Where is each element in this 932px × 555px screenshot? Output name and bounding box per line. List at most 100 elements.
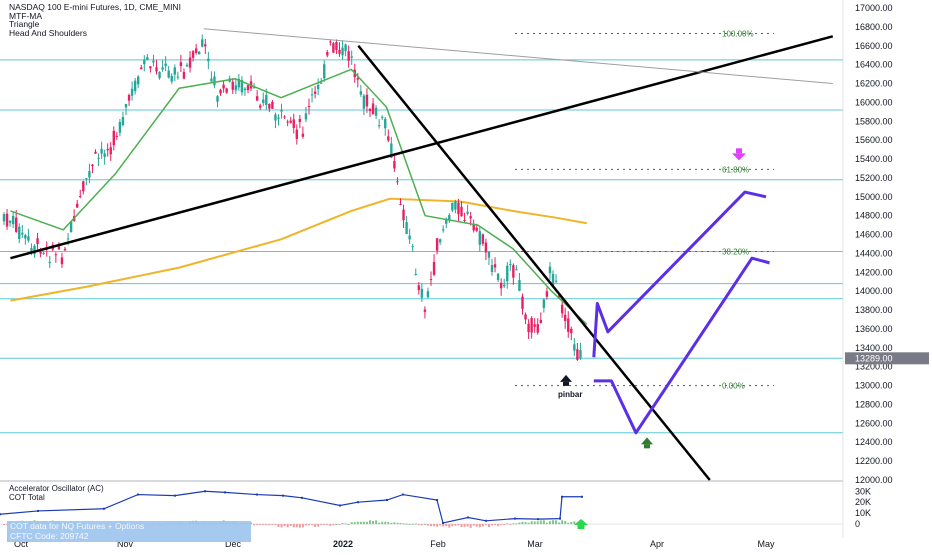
candle-body [88, 171, 91, 178]
candle-body [60, 257, 64, 265]
candle-body [359, 91, 363, 95]
trend-line [203, 28, 833, 85]
oscillator-bar [527, 522, 530, 525]
oscillator-bar [545, 522, 548, 525]
cot-point [485, 519, 487, 522]
oscillator-bar [3, 524, 5, 526]
oscillator-bar [265, 524, 268, 526]
candle-body [225, 88, 228, 93]
candle-body [539, 319, 542, 323]
candle-body [368, 108, 372, 112]
oscillator-bar [539, 520, 542, 525]
candle-body [204, 44, 207, 47]
candle-body [417, 285, 420, 291]
oscillator-bar [487, 524, 490, 528]
candle-body [255, 96, 259, 101]
indicator-label-mtf-ma[interactable]: MTF-MA [9, 10, 43, 21]
candle-body [307, 105, 311, 107]
oscillator-bar [436, 524, 439, 527]
oscillator-bar [506, 523, 509, 525]
candle-body [194, 48, 198, 53]
cot-title[interactable]: COT Total [9, 492, 45, 502]
price-tick-label: 16200.00 [855, 79, 893, 89]
oscillator-bar [433, 524, 436, 527]
oscillator-bar [280, 524, 283, 528]
candle-body [515, 269, 518, 271]
candle-body [106, 148, 109, 151]
oscillator-bar [512, 523, 515, 525]
price-tick-label: 16600.00 [855, 41, 893, 51]
candle-body [36, 238, 39, 245]
candle-body [207, 58, 210, 62]
candle-body [79, 196, 82, 198]
oscillator-bar [268, 524, 271, 526]
candle-body [286, 121, 289, 123]
candle-body [274, 114, 277, 121]
oscillator-header: Accelerator Oscillator (AC) COT Total [9, 484, 104, 502]
candle-body [18, 226, 21, 239]
candle-body [503, 284, 506, 287]
oscillator-bar [466, 524, 469, 527]
oscillator-bar [481, 524, 484, 527]
candle-body [91, 164, 94, 167]
oscillator-bar [350, 522, 353, 525]
oscillator-bar [491, 524, 493, 526]
chart-header: NASDAQ 100 E-mini Futures, 1D, CME_MINI … [9, 3, 181, 37]
candle-body [121, 117, 125, 126]
oscillator-bar [338, 524, 341, 526]
candle-body [567, 318, 570, 332]
candle-body [48, 261, 51, 263]
oscillator-title[interactable]: Accelerator Oscillator (AC) [9, 484, 104, 493]
oscillator-bar [558, 522, 561, 525]
candle-body [97, 157, 100, 159]
price-tick-label: 15600.00 [855, 135, 893, 145]
oscillator-bar [426, 524, 429, 526]
oscillator-tick-label: 20K [855, 497, 871, 507]
candle-body [381, 116, 384, 118]
price-axis: 17000.00 16800.00 16600.00 16400.00 16200.00… [842, 0, 932, 550]
candle-body [350, 56, 353, 58]
candle-body [304, 113, 308, 120]
candle-body [259, 105, 262, 108]
candle-body [170, 75, 173, 82]
oscillator-bar [555, 520, 558, 525]
candle-body [445, 219, 448, 224]
candle-body [243, 88, 247, 91]
candle-body [387, 136, 390, 141]
price-tick-label: 12600.00 [855, 418, 893, 428]
cot-point [386, 499, 388, 502]
oscillator-bar [381, 521, 384, 525]
candle-body [551, 273, 555, 286]
candle-body [85, 178, 88, 180]
oscillator-bar [423, 523, 426, 525]
indicator-label-triangle[interactable]: Triangle [9, 19, 40, 30]
candle-body [420, 288, 424, 298]
candle-body [564, 314, 567, 321]
candle-body [167, 70, 170, 78]
oscillator-bar [365, 521, 368, 525]
candle-body [216, 96, 219, 102]
indicator-label-head-and-shoulders[interactable]: Head And Shoulders [9, 27, 87, 38]
oscillator-bar [420, 524, 423, 526]
candle-body [173, 67, 176, 75]
oscillator-bar [356, 521, 359, 525]
oscillator-bar [494, 524, 497, 526]
candle-body [298, 118, 302, 123]
candle-body [512, 265, 515, 278]
oscillator-bar [369, 520, 371, 525]
candle-body [466, 211, 469, 214]
candle-body [448, 215, 451, 221]
candle-body [521, 296, 524, 309]
oscillator-bar [536, 521, 539, 525]
price-tick-label: 12800.00 [855, 399, 893, 409]
projection-path [593, 256, 770, 435]
oscillator-tick-label: 30K [855, 486, 871, 496]
candle-body [377, 125, 381, 127]
candle-body [33, 245, 36, 255]
oscillator-bar [533, 521, 536, 525]
oscillator-bar [430, 524, 432, 527]
candle-body [149, 66, 152, 69]
candle-body [185, 64, 189, 67]
